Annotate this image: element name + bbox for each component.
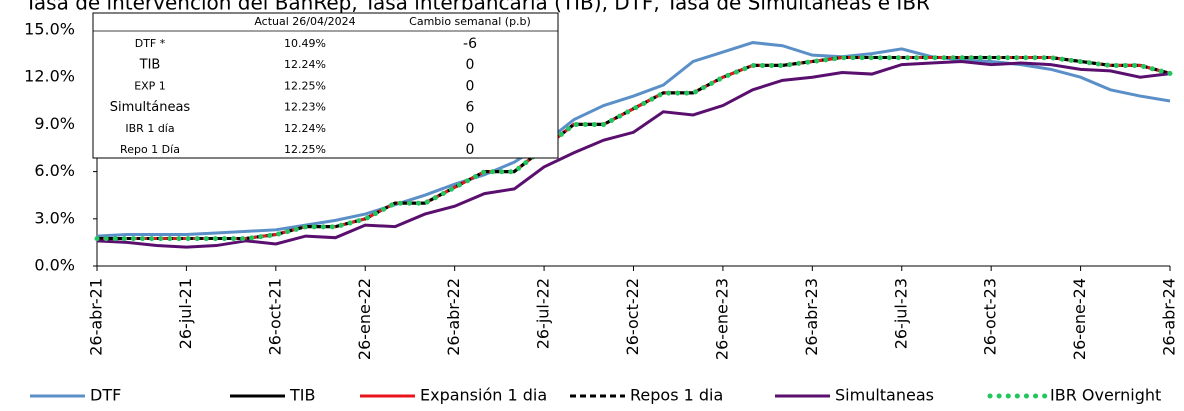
x-tick-label: 26-oct-21 <box>265 278 284 355</box>
table-cell: 12.25% <box>284 79 326 92</box>
table-cell: 10.49% <box>284 37 326 50</box>
x-tick-label: 26-oct-23 <box>981 278 1000 355</box>
table-cell: 12.25% <box>284 143 326 156</box>
table-header: Actual 26/04/2024 <box>254 15 355 28</box>
legend-label: IBR Overnight <box>1050 386 1161 405</box>
table-cell: 12.24% <box>284 122 326 135</box>
x-tick-label: 26-ene-24 <box>1070 278 1089 360</box>
y-tick-label: 9.0% <box>34 114 75 133</box>
x-tick-label: 26-jul-23 <box>891 278 910 349</box>
legend-label: Repos 1 dia <box>630 386 723 405</box>
table-cell: IBR 1 día <box>125 122 174 135</box>
table-cell: Repo 1 Día <box>120 143 180 156</box>
table-cell: DTF * <box>135 37 166 50</box>
y-tick-label: 3.0% <box>34 208 75 227</box>
line-series <box>96 59 1171 249</box>
table-cell: 12.24% <box>284 58 326 71</box>
line-series <box>96 41 1171 238</box>
table-cell: EXP 1 <box>134 79 166 92</box>
table-cell: 0 <box>466 121 475 137</box>
x-tick-label: 26-abr-24 <box>1160 278 1179 356</box>
x-tick-label: 26-jul-22 <box>534 278 553 349</box>
legend-label: DTF <box>90 386 121 405</box>
legend-label: Simultaneas <box>835 386 934 405</box>
x-tick-label: 26-oct-22 <box>623 278 642 355</box>
table-header: Cambio semanal (p.b) <box>409 15 531 28</box>
table-cell: 0 <box>466 142 475 158</box>
table-cell: 0 <box>466 57 475 73</box>
x-tick-label: 26-ene-23 <box>712 278 731 360</box>
y-tick-label: 12.0% <box>24 67 75 86</box>
x-tick-label: 26-abr-22 <box>444 278 463 356</box>
table-cell: 0 <box>466 78 475 94</box>
y-tick-label: 15.0% <box>24 20 75 39</box>
legend-label: TIB <box>289 386 315 405</box>
table-cell: -6 <box>463 36 477 52</box>
x-tick-label: 26-abr-21 <box>87 278 106 356</box>
chart-title: Tasa de intervención del BanRep, Tasa in… <box>24 0 930 15</box>
y-tick-label: 0.0% <box>34 256 75 275</box>
x-tick-label: 26-jul-21 <box>176 278 195 349</box>
table-cell: TIB <box>139 58 161 73</box>
table-cell: 12.23% <box>284 101 326 114</box>
table-cell: Simultáneas <box>110 100 191 115</box>
legend-label: Expansión 1 dia <box>420 386 547 405</box>
table-box <box>92 12 559 159</box>
x-tick-label: 26-abr-23 <box>802 278 821 356</box>
line-series <box>94 55 1173 242</box>
table-cell: 6 <box>466 100 475 116</box>
x-tick-label: 26-ene-22 <box>355 278 374 360</box>
y-tick-label: 6.0% <box>34 161 75 180</box>
